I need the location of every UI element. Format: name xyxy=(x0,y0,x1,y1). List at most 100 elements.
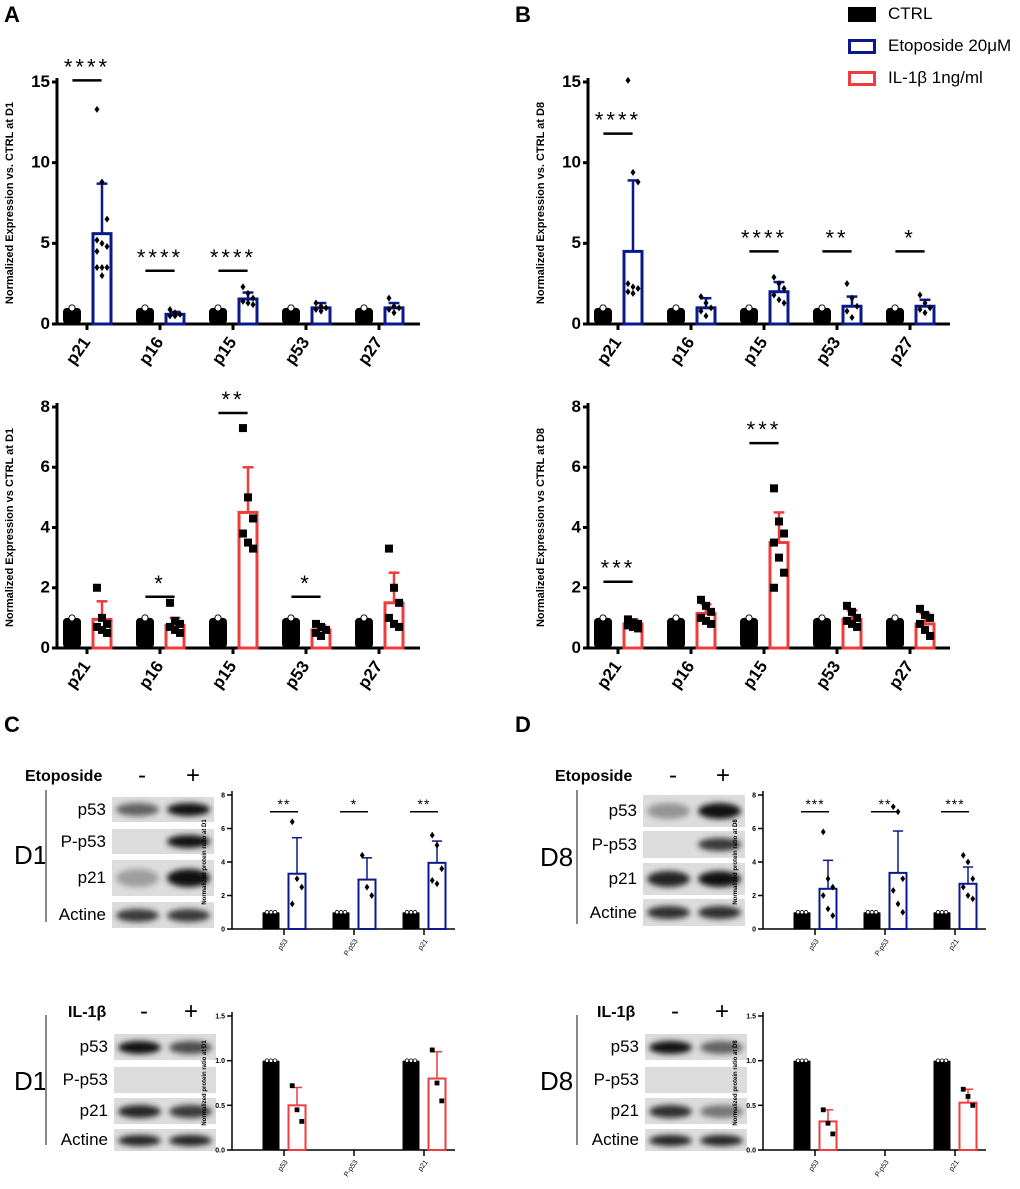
data-point xyxy=(369,892,375,899)
blot-row-label: P-p53 xyxy=(60,831,106,851)
y-axis-label: Normalized Expression vs. CTRL at D1 xyxy=(4,102,16,304)
significance-label: * xyxy=(904,225,916,250)
data-point xyxy=(965,892,971,899)
data-point xyxy=(384,544,393,553)
ctrl-bar xyxy=(136,307,154,324)
data-point xyxy=(853,622,862,631)
data-point xyxy=(853,613,862,622)
band xyxy=(649,1040,692,1054)
treated-bar xyxy=(695,611,717,650)
blot-row-label: Actine xyxy=(591,1130,639,1149)
data-point xyxy=(99,178,105,186)
divider xyxy=(45,790,47,922)
data-point xyxy=(696,613,705,622)
data-point xyxy=(625,76,631,84)
data-point xyxy=(960,883,966,891)
band xyxy=(167,803,210,816)
x-tick-label: p16 xyxy=(135,333,167,368)
data-point xyxy=(629,618,637,627)
ctrl-point xyxy=(745,304,753,312)
x-tick-label: p27 xyxy=(885,333,917,368)
ctrl-point xyxy=(287,304,295,312)
data-point xyxy=(635,285,641,293)
data-point xyxy=(848,607,856,616)
blot-strip-actine xyxy=(114,1129,216,1151)
x-tick-label: p21 xyxy=(948,1159,960,1173)
data-point xyxy=(698,293,704,301)
band xyxy=(700,1134,743,1146)
ctrl-point xyxy=(268,910,274,915)
significance-label: *** xyxy=(945,796,964,812)
blot-row-label: P-p53 xyxy=(62,1070,108,1089)
y-tick-label: 0 xyxy=(572,314,581,333)
x-tick-label: p15 xyxy=(208,657,240,692)
data-point xyxy=(775,517,783,526)
data-point xyxy=(391,302,397,310)
data-point xyxy=(250,301,256,309)
ctrl-point xyxy=(672,614,680,622)
data-point xyxy=(322,625,331,634)
data-point xyxy=(289,900,295,908)
ctrl-bar xyxy=(63,307,81,324)
panel-label-a: A xyxy=(4,2,20,27)
significance-label: * xyxy=(154,571,166,596)
y-tick-label: 1.0 xyxy=(746,1058,756,1065)
data-point xyxy=(771,291,777,299)
x-tick-label: p53 xyxy=(281,657,313,692)
data-point xyxy=(625,288,631,296)
data-point xyxy=(776,280,782,288)
ctrl-bar xyxy=(136,617,154,648)
blot-row-label: p53 xyxy=(610,1037,639,1056)
band xyxy=(647,803,690,819)
ctrl-point xyxy=(264,1058,270,1063)
treated-bar xyxy=(841,304,863,326)
data-point xyxy=(434,841,440,849)
ctrl-point xyxy=(935,1058,941,1063)
ctrl-point xyxy=(939,910,945,915)
blot-row-label: Actine xyxy=(58,905,106,924)
ctrl-point xyxy=(68,614,76,622)
ctrl-bar xyxy=(740,617,758,648)
day-label: D1 xyxy=(14,840,48,870)
x-tick-label: p53 xyxy=(277,938,289,952)
plus-label: + xyxy=(716,762,731,789)
ctrl-bar xyxy=(813,617,831,648)
legend-swatch-ctrl xyxy=(848,6,876,22)
band xyxy=(118,1104,161,1118)
ctrl-point xyxy=(943,1058,949,1063)
data-point xyxy=(172,312,178,320)
ctrl-bar xyxy=(594,617,612,648)
data-point xyxy=(94,247,100,255)
ctrl-point xyxy=(141,614,149,622)
data-point xyxy=(927,304,933,312)
data-point xyxy=(635,178,641,186)
y-tick-label: 6 xyxy=(572,457,581,476)
blot-strip-actine xyxy=(112,902,214,928)
data-point xyxy=(703,312,709,320)
ctrl-bar xyxy=(933,1060,951,1150)
significance-label: ** xyxy=(879,796,892,812)
x-tick-label: p21 xyxy=(417,938,429,952)
ctrl-point xyxy=(803,910,809,915)
treated-bar xyxy=(357,878,377,931)
data-point xyxy=(776,296,782,304)
ctrl-point xyxy=(795,1058,801,1063)
y-tick-label: 5 xyxy=(572,233,581,252)
data-point xyxy=(434,1080,440,1086)
data-point xyxy=(922,299,928,307)
treated-bar xyxy=(958,1101,978,1151)
x-tick-label: p16 xyxy=(666,657,698,692)
data-point xyxy=(364,883,370,891)
ctrl-bar xyxy=(886,617,904,648)
y-tick-label: 10 xyxy=(562,153,581,172)
ctrl-point xyxy=(939,1058,945,1063)
data-point xyxy=(769,538,778,547)
treatment-label: IL-1β xyxy=(597,1004,636,1021)
x-tick-label: p53 xyxy=(808,938,820,952)
y-tick-label: 4 xyxy=(572,517,582,536)
ctrl-bar xyxy=(886,307,904,324)
ctrl-point xyxy=(334,910,340,915)
y-axis-label: Normalized Expression vs CTRL at D1 xyxy=(4,428,16,627)
day-label: D1 xyxy=(14,1066,48,1096)
